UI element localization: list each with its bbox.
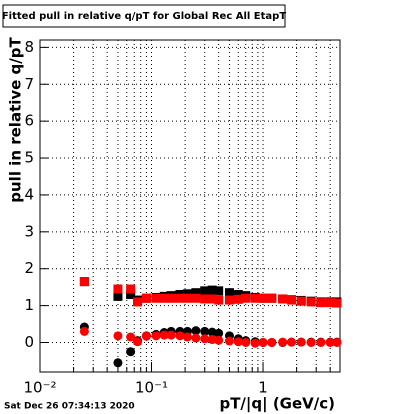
x-tick-label: 1 (258, 379, 268, 397)
point (306, 337, 316, 347)
point (166, 330, 176, 340)
point (278, 294, 288, 304)
point (258, 337, 268, 347)
x-tick-label: 10⁻² (23, 379, 56, 397)
point (182, 293, 192, 303)
point (113, 284, 123, 294)
point (113, 331, 123, 341)
point (141, 293, 151, 303)
point (233, 294, 243, 304)
y-tick-label: 6 (24, 112, 34, 130)
point (325, 337, 335, 347)
y-tick-label: 5 (24, 149, 34, 167)
point (214, 335, 224, 345)
point (79, 326, 89, 336)
point (133, 337, 143, 347)
point (316, 337, 326, 347)
point (200, 326, 210, 336)
y-tick-label: 8 (24, 38, 34, 56)
point (200, 294, 210, 304)
point (214, 295, 224, 305)
point (159, 330, 169, 340)
point (191, 333, 201, 343)
x-tick-label: 10⁻¹ (135, 379, 168, 397)
point (250, 338, 260, 348)
point (325, 298, 335, 308)
point (191, 293, 201, 303)
point (214, 328, 224, 338)
point (296, 337, 306, 347)
point (191, 326, 201, 336)
point (241, 293, 251, 303)
point (224, 336, 234, 346)
point (126, 332, 136, 342)
point (207, 294, 217, 304)
point (224, 295, 234, 305)
point (126, 284, 136, 294)
point (126, 290, 136, 300)
point (332, 298, 342, 308)
point (306, 297, 316, 307)
y-tick-label: 3 (24, 222, 34, 240)
point (175, 293, 185, 303)
point (233, 337, 243, 347)
title-box (2, 4, 286, 28)
point (126, 347, 136, 357)
point (175, 331, 185, 341)
point (113, 358, 123, 368)
point (207, 285, 217, 295)
x-axis-label: pT/|q| (GeV/c) (219, 395, 335, 414)
point (214, 286, 224, 296)
point (267, 337, 277, 347)
point (151, 293, 161, 303)
y-tick-label: 4 (24, 185, 34, 203)
y-axis-label: pull in relative q/pT (7, 36, 25, 202)
point (286, 295, 296, 305)
point (79, 277, 89, 287)
point (258, 293, 268, 303)
y-tick-label: 7 (24, 75, 34, 93)
point (267, 293, 277, 303)
point (133, 297, 143, 307)
point (166, 293, 176, 303)
point (233, 290, 243, 300)
plot-frame (39, 39, 341, 373)
point (286, 337, 296, 347)
point (159, 293, 169, 303)
point (316, 298, 326, 308)
point (296, 296, 306, 306)
y-tick-label: 1 (24, 296, 34, 314)
point (113, 291, 123, 301)
point (278, 337, 288, 347)
point (200, 334, 210, 344)
point (241, 337, 251, 347)
y-tick-label: 0 (24, 333, 34, 351)
point (224, 288, 234, 298)
chart-title: Fitted pull in relative q/pT for Global … (2, 11, 286, 22)
point (250, 293, 260, 303)
point (151, 331, 161, 341)
point (182, 332, 192, 342)
point (200, 286, 210, 296)
point (141, 331, 151, 341)
point (332, 337, 342, 347)
point (191, 288, 201, 298)
footer: Sat Dec 26 07:34:13 2020 (4, 402, 135, 412)
y-tick-label: 2 (24, 259, 34, 277)
